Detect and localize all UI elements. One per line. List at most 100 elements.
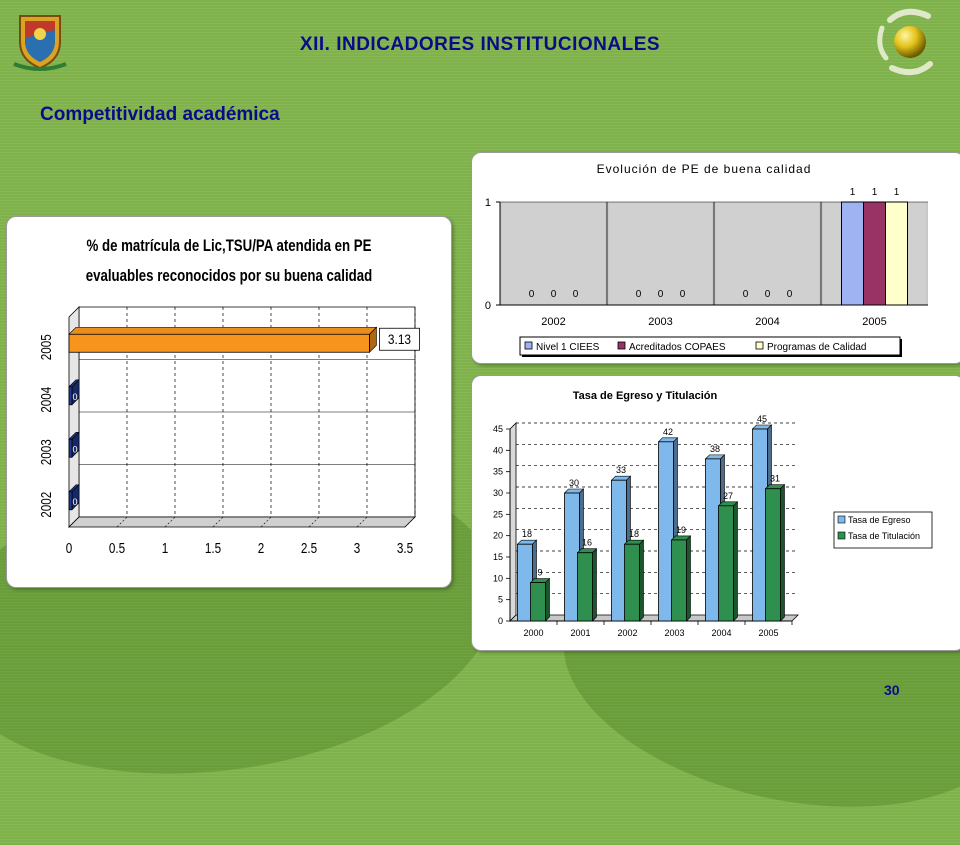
data-label: 19	[676, 525, 686, 535]
chart-title: Evolución de PE de buena calidad	[597, 162, 812, 176]
plot-floor	[68, 516, 416, 528]
data-label: 0	[551, 289, 557, 300]
legend: Nivel 1 CIEES Acreditados COPAES Programas…	[519, 336, 902, 357]
x-category-label: 2002	[617, 628, 637, 638]
bar-side	[686, 535, 691, 622]
data-label: 45	[757, 414, 767, 424]
y-tick-label: 1	[485, 197, 491, 209]
y-tick-label: 25	[493, 509, 503, 519]
bar-2005	[68, 333, 370, 353]
x-tick-label: 0	[66, 540, 73, 557]
legend-label: Tasa de Titulación	[848, 531, 920, 541]
y-tick-label: 0	[498, 616, 503, 626]
bar-2004	[68, 386, 73, 406]
bar-2005-1	[765, 488, 781, 622]
y-category-label: 2003	[38, 439, 55, 465]
globe-logo-icon	[870, 6, 950, 78]
section-subtitle: Competitividad académica	[40, 104, 280, 125]
chart-title: Tasa de Egreso y Titulación	[573, 390, 718, 402]
data-label: 0	[680, 289, 686, 300]
legend-swatch	[837, 515, 846, 524]
page-number: 30	[884, 682, 900, 698]
x-category-label: 2004	[755, 316, 779, 328]
data-label: 3.13	[388, 331, 411, 347]
data-label: 1	[850, 187, 856, 198]
x-tick-label: 3.5	[397, 540, 413, 557]
category-band	[609, 202, 712, 305]
y-tick-label: 15	[493, 552, 503, 562]
y-tick-label: 0	[485, 300, 491, 312]
data-label-box	[379, 327, 420, 351]
bar-2003-1	[671, 539, 687, 622]
bar-side	[592, 548, 597, 622]
bar-2002	[68, 491, 73, 511]
y-category-label: 2005	[38, 334, 55, 360]
bar-2003	[68, 438, 73, 458]
legend-swatch	[755, 341, 764, 350]
data-label: 1	[872, 187, 878, 198]
bar-2001-1	[577, 552, 593, 622]
university-crest-icon	[12, 8, 68, 72]
data-label: 0	[787, 289, 793, 300]
bar-2002-1	[624, 543, 640, 622]
page-title: XII. INDICADORES INSTITUCIONALES	[299, 34, 661, 55]
legend-box	[833, 511, 933, 549]
plot-side-wall	[509, 422, 517, 622]
bar-side	[545, 577, 550, 622]
egreso-chart: Tasa de Egreso y Titulación 0 5 10 15 20 25 30 3…	[493, 390, 933, 638]
y-tick-label: 30	[493, 488, 503, 498]
bar-side	[780, 484, 785, 622]
x-tick-label: 1	[162, 540, 169, 557]
y-tick-label: 5	[498, 595, 503, 605]
legend-swatch	[524, 341, 533, 350]
matricula-chart: % de matrícula de Lic,TSU/PA atendida en…	[38, 237, 420, 557]
data-label: 0	[765, 289, 771, 300]
chart-title-line-2: evaluables reconocidos por su buena cali…	[86, 267, 372, 286]
data-label: 0	[573, 289, 579, 300]
bar-top	[68, 326, 378, 335]
legend-swatch	[617, 341, 626, 350]
x-tick-label: 2	[258, 540, 265, 557]
evolucion-chart: Evolución de PE de buena calidad 0 1 2002 0 0…	[485, 162, 928, 357]
bar-2004-1	[718, 505, 734, 622]
y-tick-label: 10	[493, 573, 503, 583]
x-tick-label: 1.5	[205, 540, 221, 557]
x-category-label: 2004	[711, 628, 731, 638]
legend-swatch	[837, 531, 846, 540]
y-category-label: 2004	[38, 386, 55, 412]
data-label: 0	[636, 289, 642, 300]
data-label: 0	[72, 392, 77, 402]
y-tick-label: 35	[493, 467, 503, 477]
category-band	[716, 202, 819, 305]
egreso-chart-panel: Tasa de Egreso y Titulación 0 5 10 15 20 25 30 3…	[471, 375, 960, 651]
data-label: 38	[710, 444, 720, 454]
x-category-label: 2001	[570, 628, 590, 638]
data-label: 0	[72, 444, 77, 454]
data-label: 30	[569, 478, 579, 488]
data-label: 16	[582, 538, 592, 548]
data-label: 42	[663, 427, 673, 437]
y-tick-label: 45	[493, 424, 503, 434]
category-band	[502, 202, 605, 305]
x-category-label: 2003	[648, 316, 672, 328]
legend-label: Tasa de Egreso	[848, 515, 911, 525]
bar-side	[639, 539, 644, 622]
legend-label: Nivel 1 CIEES	[536, 342, 600, 353]
data-label: 0	[743, 289, 749, 300]
data-label: 18	[629, 529, 639, 539]
data-label: 1	[894, 187, 900, 198]
legend: Tasa de Egreso Tasa de Titulación	[833, 511, 933, 549]
x-category-label: 2000	[523, 628, 543, 638]
chart-title-line-1: % de matrícula de Lic,TSU/PA atendida en…	[87, 237, 372, 256]
legend-label: Programas de Calidad	[767, 342, 867, 353]
y-tick-label: 40	[493, 445, 503, 455]
data-label: 0	[72, 497, 77, 507]
y-tick-label: 20	[493, 531, 503, 541]
x-tick-label: 0.5	[109, 540, 125, 557]
data-label: 31	[770, 474, 780, 484]
bar-side	[733, 501, 738, 622]
legend-label: Acreditados COPAES	[629, 342, 726, 353]
data-label: 18	[522, 529, 532, 539]
bar-2005-0	[841, 201, 864, 306]
evolucion-chart-panel: Evolución de PE de buena calidad 0 1 2002 0 0…	[471, 152, 960, 364]
